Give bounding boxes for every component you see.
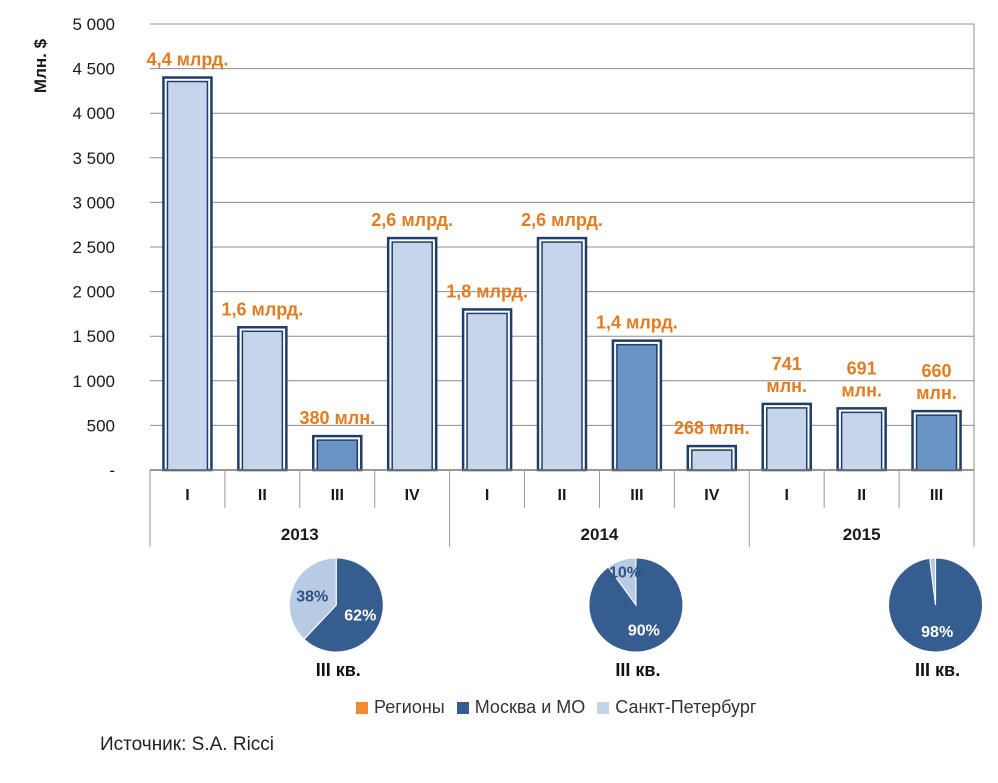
bar [316,439,359,471]
y-tick-label: 3 000 [72,193,115,212]
pie-label: 38% [296,588,328,605]
data-label: млн. [916,383,957,403]
data-label: 1,6 млрд. [221,299,303,319]
data-label: 2,6 млрд. [521,210,603,230]
bar [541,241,583,471]
pie-slice [607,557,637,607]
pie-label: 90% [628,623,660,640]
y-tick-label: 1 000 [72,372,115,391]
y-axis-title: Млн. $ [31,38,50,93]
legend-swatch-moscow [456,701,469,714]
data-label: 1,8 млрд. [446,281,528,301]
bar [765,407,808,471]
pie-label: 98% [921,624,953,641]
bar [241,330,284,471]
data-label: 2,6 млрд. [371,210,453,230]
quarter-label: I [785,487,789,504]
y-tick-label: 2 500 [72,238,115,257]
bars [162,76,962,472]
legend-label-spb: Санкт-Петербург [615,697,757,717]
pie-caption: III кв. [915,660,960,680]
quarter-label: III [331,487,344,504]
year-label: 2015 [843,525,881,544]
data-labels: 4,4 млрд. 1,6 млрд. 380 млн. 2,6 млрд. 1,8 м… [147,50,957,439]
data-label: млн. [766,376,807,396]
pie-slice [929,557,937,606]
bar [466,312,508,471]
legend-swatch-spb [597,701,610,714]
legend-swatch-regions [356,701,368,714]
data-label: 1,4 млрд. [596,313,678,333]
legend-item-regions: Регионы [356,697,445,718]
bar [391,241,433,471]
year-label: 2014 [581,525,619,544]
legend-item-moscow: Москва и МО [456,697,586,718]
data-label: 660 [922,361,952,381]
pie-caption: III кв. [615,660,660,680]
quarter-label: I [485,487,489,504]
data-label: 4,4 млрд. [147,50,229,70]
pie-slice [303,557,384,653]
year-label: 2013 [281,525,319,544]
bar [840,411,883,471]
legend: Регионы Москва и МО Санкт-Петербург [356,697,768,718]
legend-label-regions: Регионы [374,697,445,717]
source-note: Источник: S.A. Ricci [100,734,275,755]
y-tick-label: 4 000 [72,104,115,123]
data-label: 380 млн. [299,408,375,428]
y-tick-label: - [109,461,115,480]
legend-item-spb: Санкт-Петербург [597,697,756,718]
data-label: 691 [847,358,877,378]
y-axis-ticks: - 500 1 000 1 500 2 000 2 500 3 000 3 500 4 000 4… [72,15,115,480]
bar [691,449,733,471]
bar [616,343,658,471]
quarter-label: IV [405,487,420,504]
quarter-label: II [558,487,567,504]
quarter-label: III [930,487,943,504]
pie-charts: 62% 38% III кв. 90% 10% III кв. 98% III кв. [288,557,984,680]
data-label: 268 млн. [674,418,750,438]
pie-label: 62% [344,608,376,625]
pie-slice [288,557,337,640]
bar [166,80,209,471]
y-tick-label: 500 [87,416,115,435]
quarter-label: I [185,487,189,504]
legend-label-moscow: Москва и МО [474,697,586,717]
y-tick-label: 5 000 [72,15,115,34]
data-label: млн. [841,380,882,400]
data-label: 741 [772,354,802,374]
y-tick-label: 2 000 [72,283,115,302]
y-tick-label: 1 500 [72,327,115,346]
quarter-label: II [857,487,866,504]
quarter-label: III [630,487,643,504]
y-tick-label: 3 500 [72,149,115,168]
pie-caption: III кв. [316,660,361,680]
bar [915,414,958,471]
quarter-label: IV [704,487,719,504]
pie-label: 10% [609,564,641,581]
y-tick-label: 4 500 [72,60,115,79]
quarter-label: II [258,487,267,504]
